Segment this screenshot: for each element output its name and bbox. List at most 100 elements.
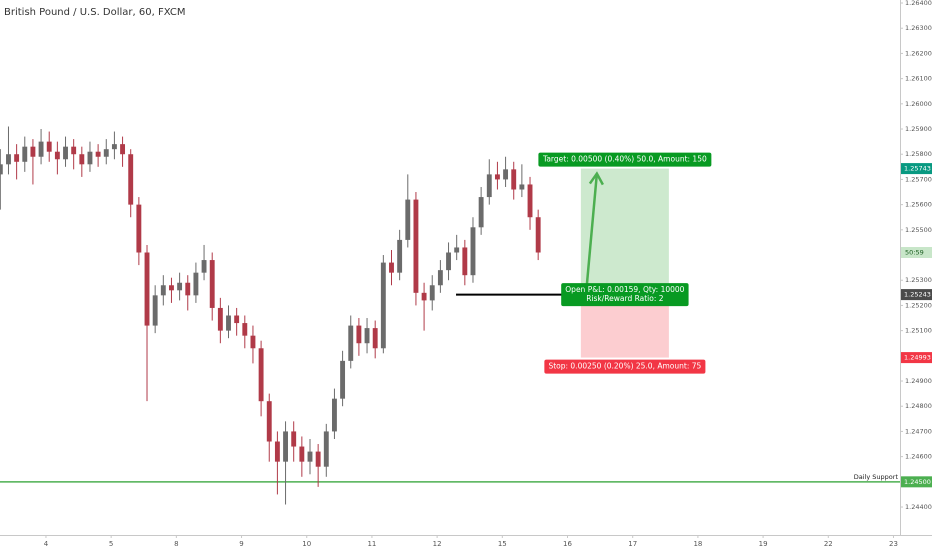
axis-marker-label: 1.24993	[904, 354, 931, 362]
x-tick-label: 9	[239, 540, 243, 548]
candle-body	[299, 446, 305, 462]
candle-body	[95, 151, 101, 157]
candle-body	[250, 335, 256, 349]
candle-body	[454, 247, 460, 253]
candle-body	[348, 325, 354, 361]
candle-body	[331, 398, 337, 432]
candle-body	[185, 282, 191, 296]
candle-body	[446, 252, 451, 271]
candle-body	[136, 204, 142, 253]
axis-marker-label: 1.25743	[904, 165, 931, 173]
open-label: Risk/Reward Ratio: 2	[586, 294, 664, 303]
candle-body	[364, 328, 370, 344]
candle-body	[380, 262, 386, 349]
candle-body	[22, 146, 28, 162]
candle-body	[323, 431, 329, 467]
x-tick-label: 5	[109, 540, 113, 548]
y-tick-label: 1.26200	[905, 49, 932, 57]
axis-marker-label: 1.24500	[904, 478, 931, 486]
candle-body	[470, 227, 476, 276]
x-tick-label: 23	[889, 540, 898, 548]
candle-body	[372, 328, 378, 349]
candle-body	[405, 199, 411, 240]
axis-marker	[901, 476, 932, 488]
y-tick-label: 1.24800	[905, 402, 932, 410]
axis-marker-label: 1.25243	[904, 291, 931, 299]
candle-body	[30, 146, 36, 157]
y-tick-label: 1.25200	[905, 301, 932, 309]
y-tick-label: 1.24400	[905, 503, 932, 511]
candle-body	[152, 295, 158, 326]
candle-body	[226, 315, 231, 331]
candle-body	[511, 169, 517, 190]
candle-body	[169, 285, 174, 291]
axis-marker	[901, 289, 932, 301]
candle-body	[128, 154, 134, 205]
x-tick-label: 16	[563, 540, 572, 548]
candle-body	[79, 154, 85, 165]
y-tick-label: 1.25100	[905, 327, 932, 335]
target-zone	[580, 168, 669, 295]
candle-body	[63, 146, 68, 160]
y-tick-label: 1.25700	[905, 175, 932, 183]
y-tick-label: 1.26000	[905, 100, 932, 108]
candle-body	[429, 285, 435, 301]
y-tick-label: 1.24700	[905, 427, 932, 435]
candle-body	[87, 151, 93, 165]
axis-marker	[901, 352, 932, 364]
countdown: 50:59	[905, 249, 924, 257]
candle-body	[413, 199, 419, 293]
candle-body	[494, 174, 500, 180]
axis-marker	[901, 163, 932, 175]
candle-body	[315, 451, 321, 467]
candle-body	[160, 285, 166, 296]
target-label-box	[538, 152, 712, 167]
y-tick-label: 1.24900	[905, 377, 932, 385]
candle-body	[307, 451, 313, 462]
candle-body	[209, 260, 215, 308]
y-tick-label: 1.25300	[905, 276, 932, 284]
candle-body	[258, 348, 264, 402]
chart-title: British Pound / U.S. Dollar, 60, FXCM	[4, 7, 185, 18]
candle-body	[462, 247, 468, 276]
support-label: Daily Support	[854, 473, 899, 481]
y-tick-label: 1.26300	[905, 24, 932, 32]
candle-body	[193, 272, 199, 296]
candle-body	[234, 315, 240, 324]
x-tick-label: 10	[302, 540, 311, 548]
candle-body	[177, 282, 183, 291]
candle-body	[217, 307, 223, 331]
y-tick-label: 1.25900	[905, 125, 932, 133]
candle-body	[46, 141, 52, 152]
candle-body	[503, 169, 509, 180]
candle-body	[397, 239, 403, 273]
candle-body	[389, 262, 394, 273]
candle-body	[478, 197, 484, 228]
countdown-box	[901, 247, 932, 259]
y-tick-label: 1.25800	[905, 150, 932, 158]
x-tick-label: 12	[433, 540, 442, 548]
x-tick-label: 18	[693, 540, 702, 548]
stop-label-box	[544, 359, 706, 374]
x-tick-label: 17	[628, 540, 637, 548]
candle-body	[421, 292, 427, 301]
candle-body	[283, 431, 288, 462]
candle-body	[437, 270, 443, 286]
arrow-shaft	[585, 173, 599, 285]
candle-body	[71, 146, 77, 155]
candle-body	[120, 144, 126, 155]
candle-body	[486, 174, 492, 198]
candle-body	[291, 431, 297, 447]
candle-body	[38, 141, 44, 157]
x-tick-label: 11	[367, 540, 376, 548]
y-tick-label: 1.26400	[905, 0, 932, 7]
candle-body	[535, 217, 541, 253]
candle-body	[201, 260, 207, 273]
arrow-head	[588, 171, 604, 186]
candle-body	[340, 360, 346, 399]
stop-label: Stop: 0.00250 (0.20%) 25.0, Amount: 75	[548, 362, 701, 371]
candle-body	[0, 164, 3, 175]
candle-body	[519, 184, 525, 190]
target-label: Target: 0.00500 (0.40%) 50.0, Amount: 15…	[542, 155, 707, 164]
